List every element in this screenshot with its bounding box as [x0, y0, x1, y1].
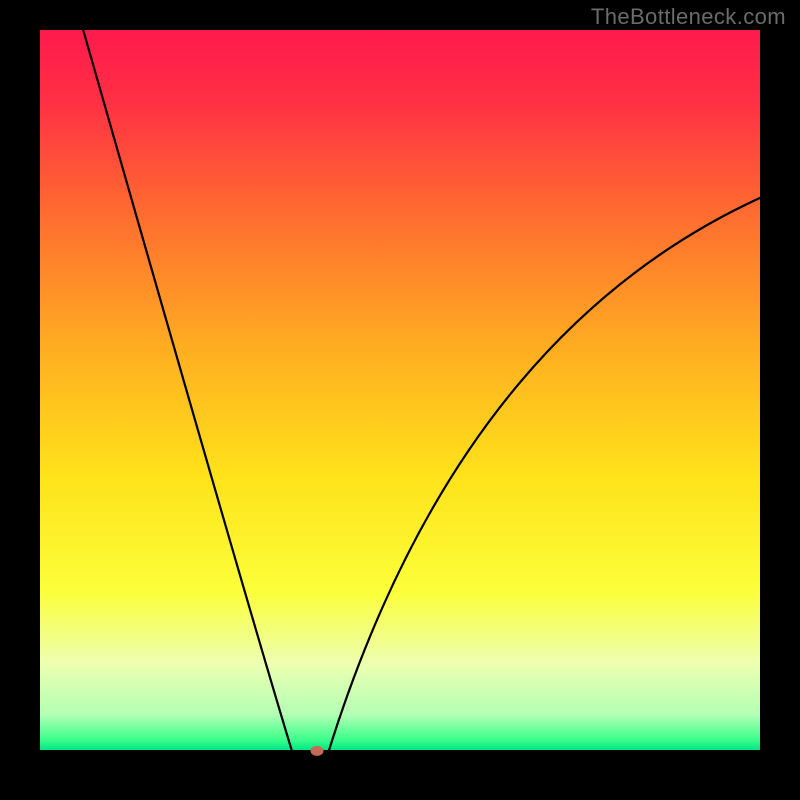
watermark-text: TheBottleneck.com [591, 4, 786, 30]
bottleneck-curve [40, 30, 760, 760]
plot-area [40, 30, 760, 760]
chart-frame: TheBottleneck.com [0, 0, 800, 800]
